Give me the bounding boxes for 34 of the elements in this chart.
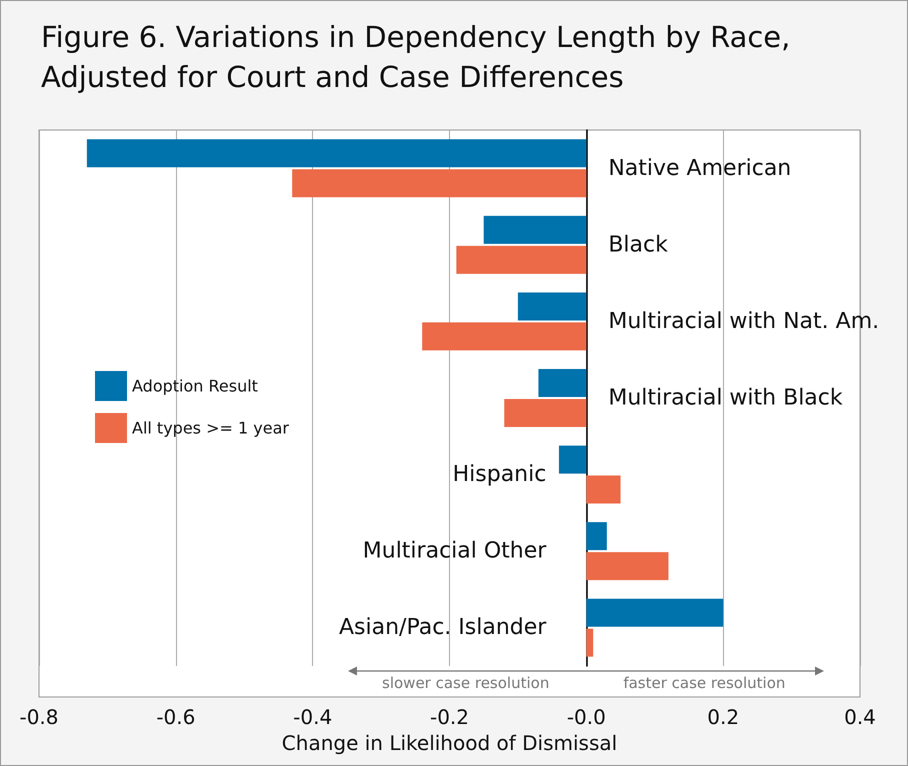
bar (422, 322, 586, 350)
text: slower case resolution (382, 674, 550, 692)
bar (484, 216, 586, 244)
x-tick-label: -0.4 (293, 705, 332, 729)
y-tick-label: Multiracial Other (362, 538, 548, 564)
legend-label: Adoption Result (132, 376, 258, 396)
bar (586, 476, 621, 504)
bar (586, 552, 668, 580)
y-tick-label: Multiracial with Nat. Am. (608, 308, 880, 334)
bar (86, 139, 586, 168)
x-tick-label: 0.4 (844, 705, 876, 729)
legend-label: All types >= 1 year (132, 418, 290, 438)
bar (292, 169, 586, 198)
chart-title: Figure 6. Variations in Dependency Length by Race, Adjusted for Court and Case Differences (41, 20, 800, 94)
x-tick-label: -0.0 (566, 705, 606, 729)
bar (504, 398, 586, 427)
x-tick-label: -0.6 (156, 705, 196, 729)
bar (586, 598, 724, 627)
y-tick-label: Hispanic (452, 462, 546, 488)
bar (538, 369, 586, 398)
y-tick-label: Asian/Pac. Islander (338, 615, 548, 640)
y-tick-label: Multiracial with Black (608, 386, 843, 410)
bar (586, 628, 594, 657)
bar (586, 522, 607, 550)
x-tick-label: 0.2 (707, 705, 740, 729)
x-tick-label: -0.8 (19, 705, 59, 729)
x-tick-label: -0.2 (430, 705, 470, 729)
bar (518, 292, 586, 320)
y-tick-label: Native American (608, 156, 792, 181)
bar (456, 246, 586, 274)
bar (558, 446, 586, 474)
y-tick-label: Black (608, 232, 668, 258)
text: faster case resolution (623, 674, 786, 692)
x-axis-title: Change in Likelihood of Dismissal (282, 731, 618, 755)
